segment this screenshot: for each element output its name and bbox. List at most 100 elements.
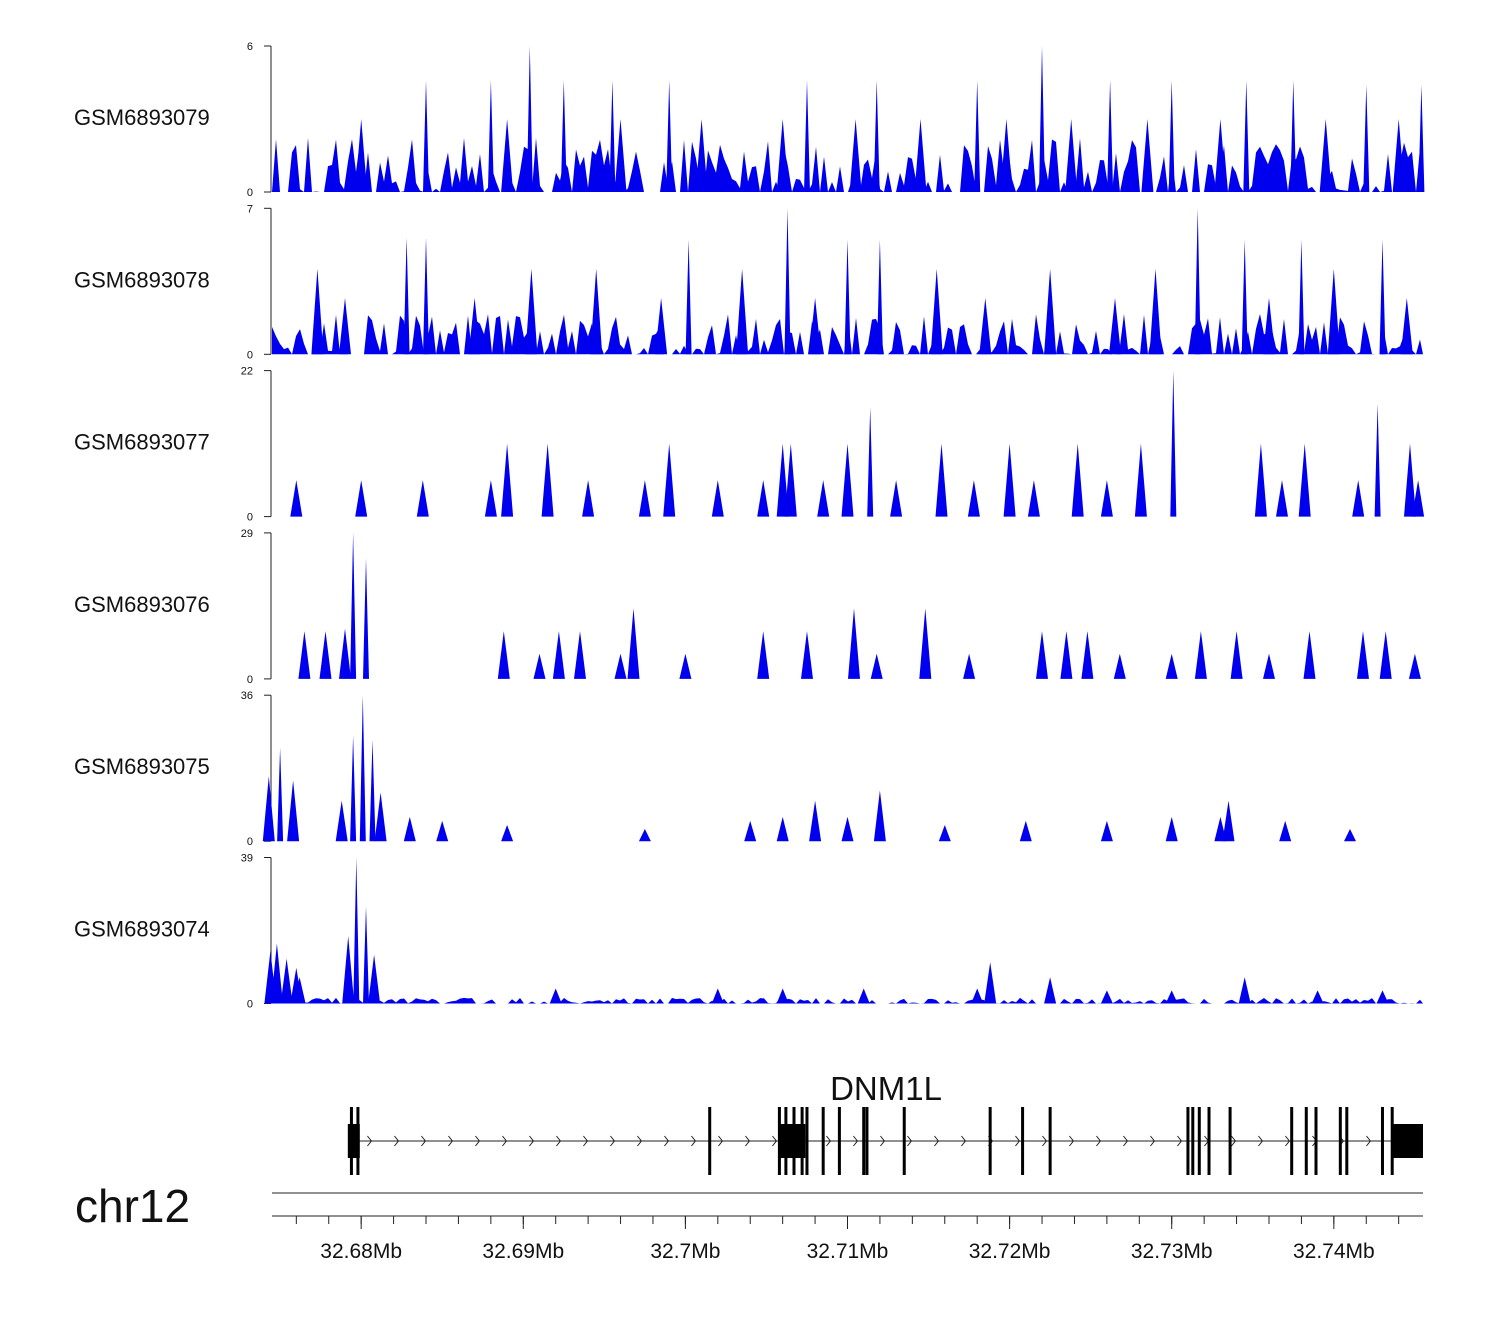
coverage-peak: [525, 268, 538, 355]
x-axis-tick-label: 32.68Mb: [320, 1240, 402, 1263]
gene-exon: [1228, 1107, 1232, 1175]
coverage-peak: [270, 943, 283, 1004]
track-GSM6893077: GSM6893077 22 0: [74, 366, 1425, 524]
chromosome-label: chr12: [75, 1180, 190, 1232]
coverage-peak: [1081, 631, 1094, 679]
coverage-peak: [757, 480, 770, 517]
y-min-label: 0: [247, 512, 253, 524]
gene-exon: [988, 1107, 992, 1175]
coverage-peak: [416, 480, 429, 517]
strand-arrow: [880, 1135, 886, 1147]
coverage-peak: [784, 443, 797, 517]
x-axis-tick-label: 32.7Mb: [650, 1240, 720, 1263]
gene-exon: [1186, 1107, 1190, 1175]
coverage-peak: [757, 631, 770, 679]
strand-arrow: [1096, 1135, 1102, 1147]
gene-exon: [1290, 1107, 1294, 1175]
coverage-peak: [1141, 119, 1154, 192]
coverage-peak: [784, 208, 791, 355]
gene-exon: [865, 1107, 869, 1175]
coverage-peak: [1238, 977, 1251, 1004]
coverage-peak: [359, 695, 366, 842]
coverage-peak: [339, 298, 351, 355]
x-axis-tick-label: 32.72Mb: [969, 1240, 1051, 1263]
coverage-peak: [1303, 631, 1316, 679]
coverage-peak: [873, 80, 880, 192]
y-min-label: 0: [247, 999, 253, 1011]
coverage-peak: [984, 962, 997, 1004]
coverage-peak: [280, 958, 293, 1004]
strand-arrow: [1150, 1135, 1156, 1147]
coverage-peak: [1019, 820, 1032, 842]
coverage-tracks: GSM689307960GSM689307870GSM6893077220GSM…: [74, 41, 1425, 1011]
y-max-label: 29: [241, 528, 253, 540]
coverage-peak: [930, 268, 943, 355]
coverage-peak: [1065, 119, 1078, 192]
coverage-peak: [1408, 653, 1421, 679]
coverage-peak: [655, 298, 668, 355]
coverage-peak: [1100, 480, 1113, 517]
coverage-peak: [873, 790, 886, 842]
coverage-peak: [277, 747, 284, 842]
coverage-peak: [1168, 80, 1175, 192]
coverage-peak: [776, 119, 789, 192]
strand-arrow: [1069, 1135, 1075, 1147]
gene-exon: [1304, 1107, 1308, 1175]
coverage-peak: [867, 407, 874, 517]
coverage-peak: [1298, 239, 1305, 355]
track-GSM6893075: GSM6893075 36 0: [74, 690, 1356, 848]
coverage-peak: [1003, 443, 1016, 517]
coverage-peak: [776, 988, 789, 1004]
coverage-peak: [841, 816, 854, 842]
coverage-peak: [1379, 631, 1392, 679]
coverage-peak: [1109, 298, 1121, 355]
coverage-peak: [1243, 80, 1250, 192]
strand-arrow: [745, 1135, 751, 1147]
strand-arrow: [1123, 1135, 1129, 1147]
gene-exon-block: [347, 1124, 360, 1158]
coverage-peak: [841, 443, 854, 517]
strand-arrow: [529, 1135, 535, 1147]
coverage-peak: [638, 829, 651, 842]
coverage-peak: [355, 119, 368, 192]
coverage-peak: [776, 816, 789, 842]
strand-arrow: [475, 1135, 481, 1147]
strand-arrow: [367, 1135, 373, 1147]
coverage-peak: [549, 988, 562, 1004]
coverage-peak: [1352, 480, 1365, 517]
coverage-peak: [287, 780, 300, 842]
coverage-peak: [914, 119, 927, 192]
coverage-peak: [1241, 239, 1248, 355]
gene-exon: [1048, 1107, 1052, 1175]
coverage-peak: [1060, 631, 1073, 679]
coverage-peak: [1290, 80, 1297, 192]
coverage-peak: [1165, 816, 1178, 842]
coverage-peak: [403, 816, 416, 842]
coverage-peak: [1404, 443, 1416, 517]
coverage-peak: [804, 80, 810, 192]
coverage-peak: [614, 119, 627, 192]
coverage-peak: [368, 954, 381, 1004]
y-max-label: 39: [241, 853, 253, 865]
gene-exon: [837, 1107, 841, 1175]
coverage-peak: [1344, 829, 1356, 842]
coverage-peak: [1039, 46, 1045, 192]
coverage-peak: [711, 988, 724, 1004]
coverage-peak: [849, 119, 862, 192]
coverage-peak: [353, 857, 360, 1004]
coverage-peak: [487, 80, 494, 192]
coverage-peak: [423, 80, 429, 192]
coverage-peak: [262, 776, 275, 842]
coverage-peak: [1071, 443, 1084, 517]
coverage-peak: [369, 739, 376, 842]
coverage-peak: [1254, 443, 1267, 517]
coverage-peak: [1363, 84, 1370, 192]
coverage-peak: [574, 631, 586, 679]
strand-arrow: [556, 1135, 562, 1147]
coverage-peak: [501, 119, 514, 192]
coverage-peak: [1214, 119, 1227, 192]
coverage-peak: [1149, 268, 1162, 355]
coverage-peak: [979, 298, 992, 355]
coverage-peak: [938, 825, 951, 842]
coverage-peak: [609, 80, 616, 192]
